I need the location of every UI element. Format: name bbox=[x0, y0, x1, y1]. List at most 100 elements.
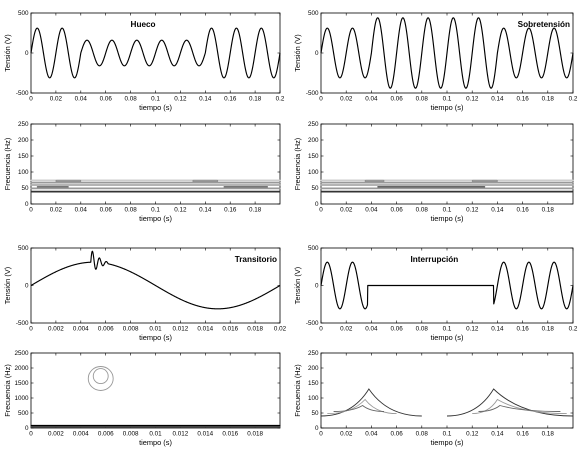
contour-line bbox=[87, 366, 114, 391]
x-tick-label: 0.012 bbox=[173, 326, 189, 333]
contour-line bbox=[92, 368, 109, 385]
series-line bbox=[30, 250, 281, 310]
contour-line bbox=[471, 179, 498, 183]
y-tick-label: 250 bbox=[18, 121, 29, 128]
x-tick-label: 0.08 bbox=[416, 326, 429, 333]
plot-frame bbox=[320, 352, 574, 429]
x-tick-label: 0.1 bbox=[443, 207, 452, 214]
y-tick-label: 0 bbox=[315, 50, 319, 57]
plot-frame bbox=[30, 123, 281, 205]
panel-title: Hueco bbox=[131, 20, 156, 29]
panel-title: Transitorio bbox=[235, 255, 277, 264]
panel-title: Interrupción bbox=[411, 255, 459, 264]
x-tick-label: 0.14 bbox=[491, 326, 504, 333]
x-tick-label: 0.04 bbox=[365, 207, 378, 214]
x-tick-label: 0.08 bbox=[416, 207, 429, 214]
chart-panel-interrupcion-tf: 0 0.02 0.04 0.06 0.08 0.1 0.12 0.14 0.16 0.18 0 50 1… bbox=[293, 350, 574, 447]
panel-title: Sobretensión bbox=[518, 20, 570, 29]
x-tick-label: 0.12 bbox=[466, 207, 479, 214]
x-tick-label: 0.04 bbox=[365, 431, 378, 438]
x-tick-label: 0.02 bbox=[340, 326, 353, 333]
contour-line bbox=[30, 184, 281, 186]
x-tick-label: 0.018 bbox=[247, 431, 263, 438]
x-tick-label: 0.02 bbox=[340, 96, 353, 103]
x-tick-label: 0.08 bbox=[416, 431, 429, 438]
x-tick-label: 0.008 bbox=[123, 326, 139, 333]
x-tick-label: 0.02 bbox=[340, 207, 353, 214]
x-tick-label: 0.1 bbox=[443, 326, 452, 333]
x-axis-label: tiempo (s) bbox=[431, 438, 464, 447]
contour-line bbox=[478, 405, 561, 412]
contour-line bbox=[327, 398, 397, 415]
x-tick-label: 0.18 bbox=[542, 326, 555, 333]
x-tick-label: 0.2 bbox=[569, 96, 578, 103]
x-tick-label: 0.006 bbox=[98, 431, 114, 438]
x-tick-label: 0.08 bbox=[124, 96, 137, 103]
y-axis-label: Tensión (V) bbox=[3, 267, 12, 304]
x-tick-label: 0.2 bbox=[276, 96, 285, 103]
contour-line bbox=[320, 179, 574, 182]
series-line bbox=[30, 27, 281, 79]
x-tick-label: 0.04 bbox=[365, 326, 378, 333]
x-tick-label: 0.18 bbox=[542, 207, 555, 214]
y-tick-label: 0 bbox=[25, 425, 29, 432]
x-tick-label: 0.12 bbox=[466, 431, 479, 438]
contour-line bbox=[30, 424, 281, 427]
x-tick-label: 0.06 bbox=[390, 326, 403, 333]
y-tick-label: 500 bbox=[18, 10, 29, 17]
x-tick-label: 0.18 bbox=[249, 96, 262, 103]
chart-panel-sobretension-time: 0 0.02 0.04 0.06 0.08 0.1 0.12 0.14 0.16 0.18 0.2 -… bbox=[293, 10, 578, 112]
x-tick-label: 0.02 bbox=[340, 431, 353, 438]
x-tick-label: 0.18 bbox=[542, 96, 555, 103]
y-tick-label: 100 bbox=[308, 395, 319, 402]
contour-line bbox=[320, 184, 574, 186]
x-tick-label: 0.04 bbox=[75, 96, 88, 103]
x-tick-label: 0.14 bbox=[199, 96, 212, 103]
x-tick-label: 0.004 bbox=[73, 326, 89, 333]
x-tick-label: 0 bbox=[319, 326, 323, 333]
x-tick-label: 0.06 bbox=[390, 96, 403, 103]
y-axis-label: Frecuencia (Hz) bbox=[3, 138, 12, 191]
x-tick-label: 0.06 bbox=[100, 207, 113, 214]
x-tick-label: 0.14 bbox=[491, 431, 504, 438]
y-tick-label: 150 bbox=[308, 380, 319, 387]
x-tick-label: 0 bbox=[319, 207, 323, 214]
plot-frame bbox=[30, 352, 281, 429]
y-tick-label: 250 bbox=[308, 350, 319, 357]
x-tick-label: 0.14 bbox=[199, 207, 212, 214]
x-tick-label: 0.16 bbox=[516, 326, 529, 333]
chart-panel-hueco-time: 0 0.02 0.04 0.06 0.08 0.1 0.12 0.14 0.16 0.18 0.2 -… bbox=[3, 10, 285, 112]
contour-line bbox=[36, 185, 69, 188]
y-axis-label: Tensión (V) bbox=[3, 34, 12, 71]
y-tick-label: 200 bbox=[308, 365, 319, 372]
chart-panel-transitorio-time: 0 0.002 0.004 0.006 0.008 0.01 0.012 0.014 0.016… bbox=[3, 245, 287, 342]
x-axis-label: tiempo (s) bbox=[431, 103, 464, 112]
y-tick-label: 150 bbox=[308, 153, 319, 160]
y-tick-label: 500 bbox=[308, 245, 319, 252]
contour-line bbox=[192, 179, 219, 183]
y-tick-label: -500 bbox=[306, 90, 319, 97]
y-tick-label: 100 bbox=[308, 169, 319, 176]
x-tick-label: 0.16 bbox=[224, 207, 237, 214]
contour-line bbox=[30, 190, 281, 193]
x-tick-label: 0.18 bbox=[542, 431, 555, 438]
x-tick-label: 0.02 bbox=[50, 96, 63, 103]
x-tick-label: 0.012 bbox=[173, 431, 189, 438]
x-tick-label: 0.016 bbox=[222, 326, 238, 333]
y-tick-label: 50 bbox=[311, 185, 319, 192]
x-tick-label: 0.06 bbox=[390, 431, 403, 438]
x-tick-label: 0.004 bbox=[73, 431, 89, 438]
contour-line bbox=[446, 388, 574, 417]
contour-line bbox=[364, 179, 385, 183]
y-axis-label: Frecuencia (Hz) bbox=[3, 364, 12, 417]
x-tick-label: 0.16 bbox=[224, 96, 237, 103]
x-tick-label: 0.008 bbox=[123, 431, 139, 438]
x-tick-label: 0.04 bbox=[75, 207, 88, 214]
contour-line bbox=[472, 398, 567, 415]
contour-line bbox=[55, 179, 82, 183]
y-tick-label: 0 bbox=[25, 50, 29, 57]
series-line bbox=[320, 17, 574, 89]
x-tick-label: 0 bbox=[29, 431, 33, 438]
x-tick-label: 0.006 bbox=[98, 326, 114, 333]
